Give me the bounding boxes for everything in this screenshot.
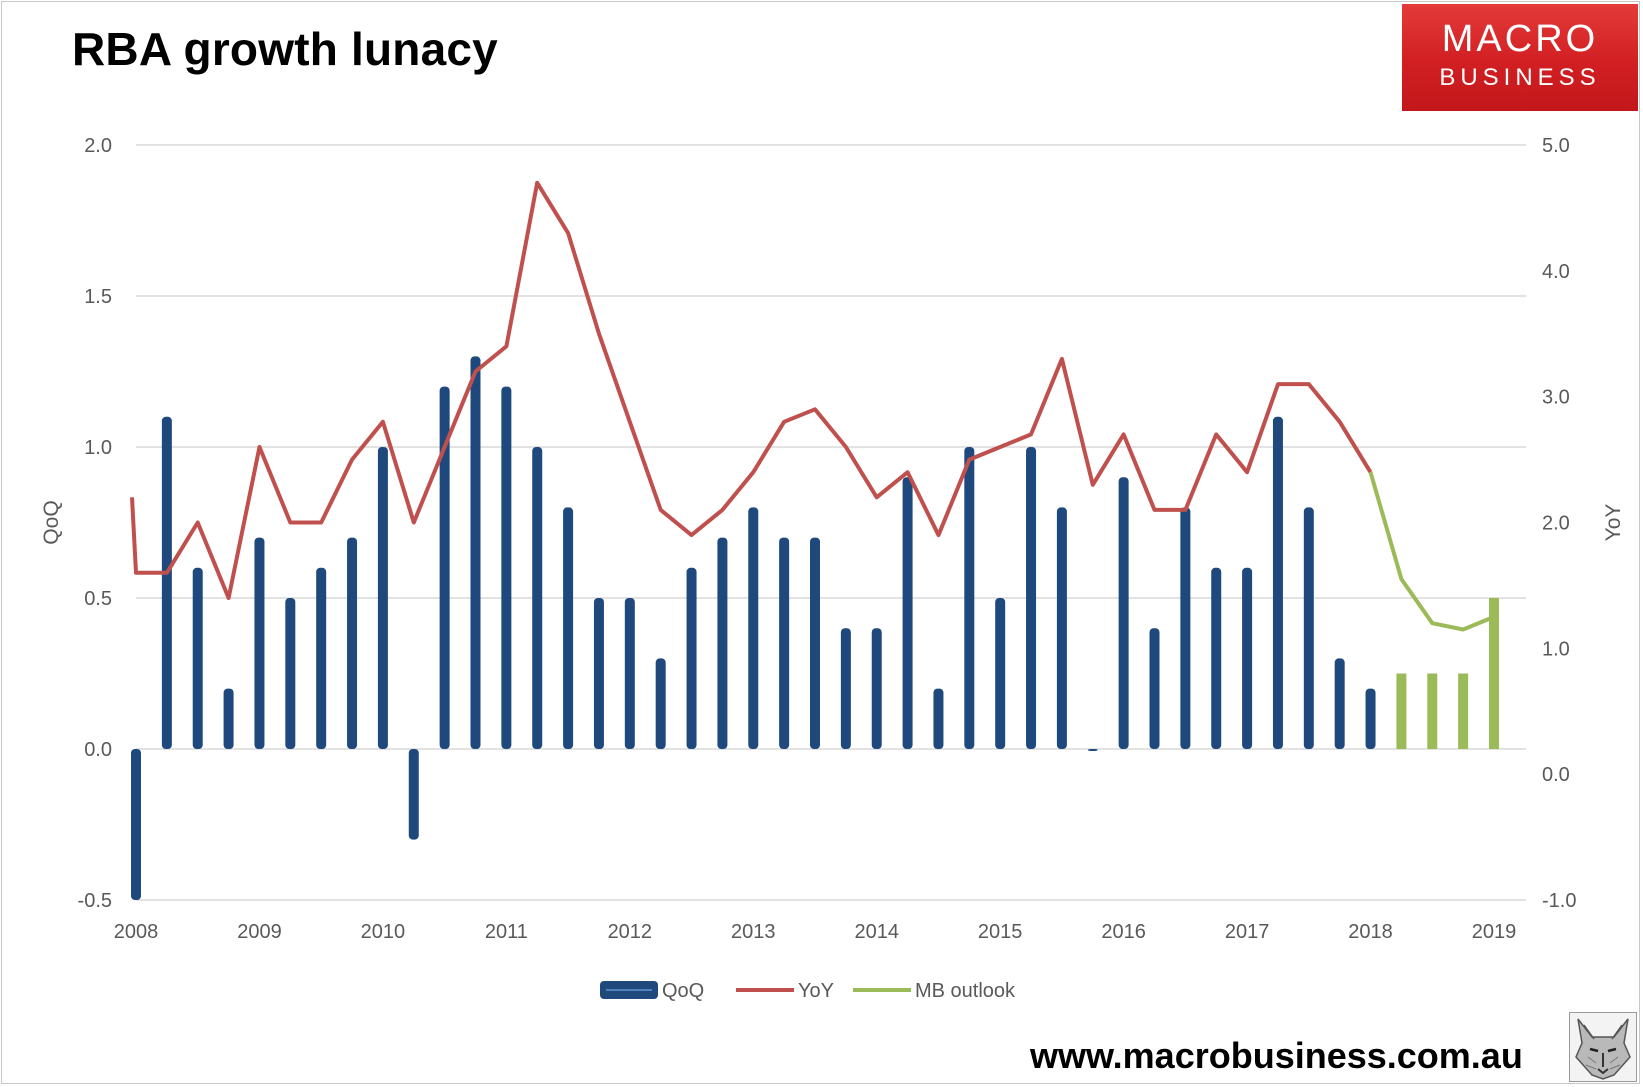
bar-qoq bbox=[933, 688, 944, 749]
x-tick-label: 2017 bbox=[1225, 921, 1270, 943]
y2-tick-label: -1.0 bbox=[1542, 890, 1576, 912]
bar-qoq bbox=[1118, 477, 1129, 749]
bar-qoq bbox=[501, 386, 512, 749]
bar-qoq bbox=[840, 628, 851, 749]
bar-qoq bbox=[1087, 749, 1098, 751]
y2-tick-label: 5.0 bbox=[1542, 135, 1570, 157]
bar-qoq bbox=[655, 658, 666, 749]
legend-label: QoQ bbox=[662, 980, 704, 1002]
logo-line-macro: MACRO bbox=[1441, 18, 1599, 60]
bar-qoq bbox=[871, 628, 882, 749]
y-tick-label: 1.0 bbox=[84, 437, 112, 459]
y2-tick-label: 4.0 bbox=[1542, 261, 1570, 283]
bar-qoq bbox=[131, 749, 141, 900]
bar-qoq bbox=[563, 507, 574, 749]
y2-tick-label: 3.0 bbox=[1542, 387, 1570, 409]
y-tick-label: 0.5 bbox=[84, 588, 112, 610]
y-tick-label: 0.0 bbox=[84, 739, 112, 761]
bar-qoq bbox=[470, 356, 481, 749]
bar-mb-outlook bbox=[1458, 673, 1469, 749]
y-axis-title: QoQ bbox=[40, 500, 63, 544]
x-tick-label: 2012 bbox=[608, 921, 653, 943]
bar-qoq bbox=[810, 537, 820, 749]
bar-qoq bbox=[1180, 507, 1191, 749]
y2-tick-label: 0.0 bbox=[1542, 764, 1570, 786]
bar-qoq bbox=[593, 598, 604, 749]
bar-mb-outlook bbox=[1427, 673, 1438, 749]
legend-label: MB outlook bbox=[915, 980, 1016, 1002]
bar-qoq bbox=[686, 567, 697, 749]
bar-qoq bbox=[779, 537, 790, 749]
bar-qoq bbox=[995, 598, 1006, 749]
x-tick-label: 2014 bbox=[854, 921, 899, 943]
y-tick-label: -0.5 bbox=[78, 890, 112, 912]
bar-qoq bbox=[902, 477, 913, 749]
bar-qoq bbox=[408, 749, 419, 840]
y2-axis-title: YoY bbox=[1602, 504, 1625, 542]
bar-qoq bbox=[1211, 567, 1222, 749]
bar-qoq bbox=[161, 416, 172, 749]
chart-title: RBA growth lunacy bbox=[72, 23, 498, 75]
bar-qoq bbox=[192, 567, 203, 749]
line-mb-outlook bbox=[1368, 471, 1495, 632]
bar-qoq bbox=[624, 598, 635, 749]
x-tick-label: 2016 bbox=[1101, 921, 1146, 943]
bar-qoq bbox=[1149, 628, 1160, 749]
bar-qoq bbox=[1242, 567, 1253, 749]
wolf-logo-icon bbox=[1569, 1012, 1637, 1082]
macro-business-logo[interactable]: MACRO BUSINESS bbox=[1402, 4, 1638, 111]
bar-qoq bbox=[532, 447, 543, 749]
x-tick-label: 2009 bbox=[237, 921, 282, 943]
bar-qoq bbox=[347, 537, 358, 749]
bar-qoq bbox=[439, 386, 450, 749]
logo-line-business: BUSINESS bbox=[1439, 64, 1601, 91]
legend-label: YoY bbox=[798, 980, 834, 1002]
x-tick-label: 2011 bbox=[485, 921, 528, 943]
website-url[interactable]: www.macrobusiness.com.au bbox=[1030, 1035, 1523, 1076]
x-tick-label: 2008 bbox=[114, 921, 159, 943]
bar-qoq bbox=[1026, 447, 1037, 749]
x-tick-label: 2013 bbox=[731, 921, 776, 943]
y2-tick-label: 2.0 bbox=[1542, 513, 1570, 535]
x-tick-label: 2018 bbox=[1348, 921, 1393, 943]
bar-qoq bbox=[1334, 658, 1345, 749]
bar-qoq bbox=[316, 567, 327, 749]
x-tick-label: 2019 bbox=[1472, 921, 1517, 943]
bar-qoq bbox=[964, 447, 975, 749]
bar-qoq bbox=[285, 598, 296, 749]
y2-tick-label: 1.0 bbox=[1542, 638, 1570, 660]
y-tick-label: 2.0 bbox=[84, 135, 112, 157]
y-tick-label: 1.5 bbox=[84, 286, 112, 308]
bar-mb-outlook bbox=[1396, 673, 1407, 749]
bar-qoq bbox=[223, 688, 234, 749]
bar-qoq bbox=[1303, 507, 1314, 749]
bar-qoq bbox=[254, 537, 265, 749]
x-tick-label: 2015 bbox=[978, 921, 1023, 943]
x-tick-label: 2010 bbox=[361, 921, 406, 943]
bar-qoq bbox=[1272, 416, 1283, 749]
bar-qoq bbox=[377, 447, 388, 749]
line-yoy bbox=[130, 180, 1373, 600]
bar-mb-outlook bbox=[1489, 598, 1499, 749]
bar-qoq bbox=[748, 507, 759, 749]
bar-qoq bbox=[1056, 507, 1067, 749]
bar-qoq bbox=[1365, 688, 1376, 749]
bar-qoq bbox=[717, 537, 728, 749]
